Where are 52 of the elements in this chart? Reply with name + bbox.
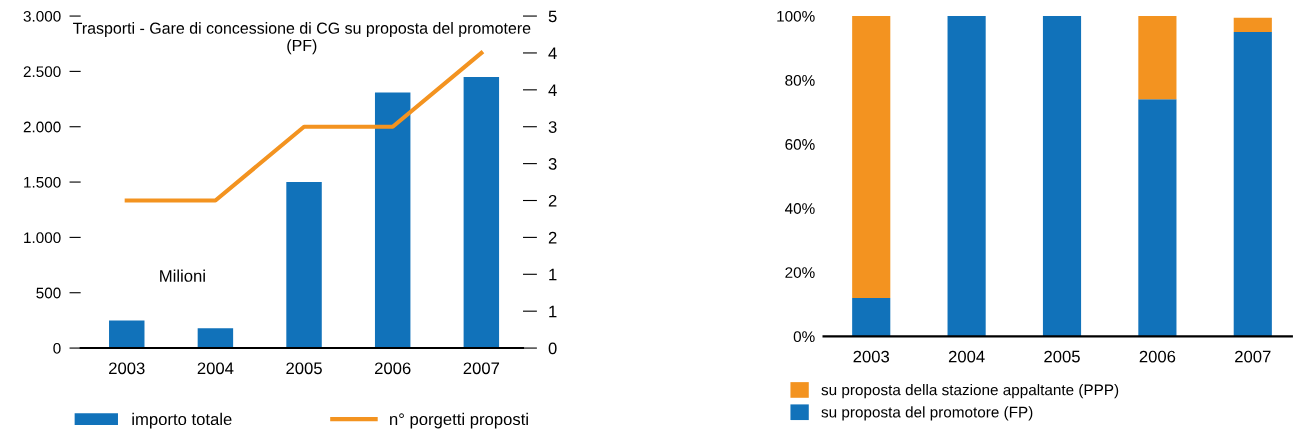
y-tick-label: 2.000 (23, 121, 61, 133)
annotation: Milioni (160, 269, 205, 282)
y2-tick-label: 2 (548, 194, 557, 207)
y-tick-label: 500 (36, 287, 61, 299)
bar (1233, 17, 1272, 33)
y-tick-label: 2.500 (23, 66, 61, 78)
y2-tick-label: 3 (548, 158, 557, 170)
bar (852, 297, 891, 337)
bar (1138, 16, 1177, 100)
y-tick-label: 0% (793, 331, 815, 343)
y2-tick-label: 5 (548, 10, 557, 23)
bar (1042, 16, 1082, 337)
y-tick-label: 3.000 (23, 10, 61, 22)
y-tick-label: 20% (785, 267, 815, 278)
x-tick-label: 2003 (853, 350, 890, 363)
x-tick-label: 2005 (286, 362, 322, 375)
y-tick-label: 60% (785, 139, 815, 150)
y2-tick-label: 3 (548, 121, 557, 133)
legend-label: importo totale (132, 412, 232, 429)
bar (463, 76, 500, 349)
legend-label: su proposta del promotore (FP) (821, 406, 1033, 421)
y-tick-label: 40% (784, 203, 815, 214)
y2-tick-label: 0 (548, 342, 557, 355)
x-tick-label: 2006 (1139, 350, 1176, 363)
x-tick-label: 2004 (948, 350, 985, 363)
x-tick-label: 2007 (463, 362, 500, 375)
bar (947, 16, 986, 337)
bar (852, 16, 891, 298)
x-tick-label: 2005 (1044, 350, 1080, 363)
y2-tick-label: 4 (548, 84, 557, 96)
legend-label: su proposta della stazione appaltante (PPP) (821, 384, 1119, 399)
x-tick-label: 2006 (375, 362, 411, 375)
bar (1233, 32, 1272, 337)
bar (374, 92, 411, 349)
y2-tick-label: 1 (549, 268, 557, 281)
x-tick-label: 2007 (1235, 350, 1271, 363)
y-tick-label: 100% (777, 10, 815, 22)
legend-label: n° porgetti proposti (390, 412, 528, 429)
x-tick-label: 2004 (197, 362, 234, 375)
y2-tick-label: 2 (548, 231, 557, 244)
y-tick-label: 80% (785, 74, 815, 86)
bar (1138, 99, 1177, 337)
y-tick-label: 0 (53, 342, 61, 354)
y-tick-label: 1.000 (24, 232, 61, 244)
y-tick-label: 1.500 (24, 176, 61, 188)
text: Trasporti - Gare di concessione di CG su proposta del promotere (PF) (73, 22, 531, 55)
y2-tick-label: 4 (548, 47, 557, 59)
x-tick-label: 2003 (109, 362, 145, 375)
bar (286, 182, 322, 349)
bar (197, 328, 234, 349)
y2-tick-label: 1 (549, 305, 557, 318)
bar (109, 320, 145, 349)
